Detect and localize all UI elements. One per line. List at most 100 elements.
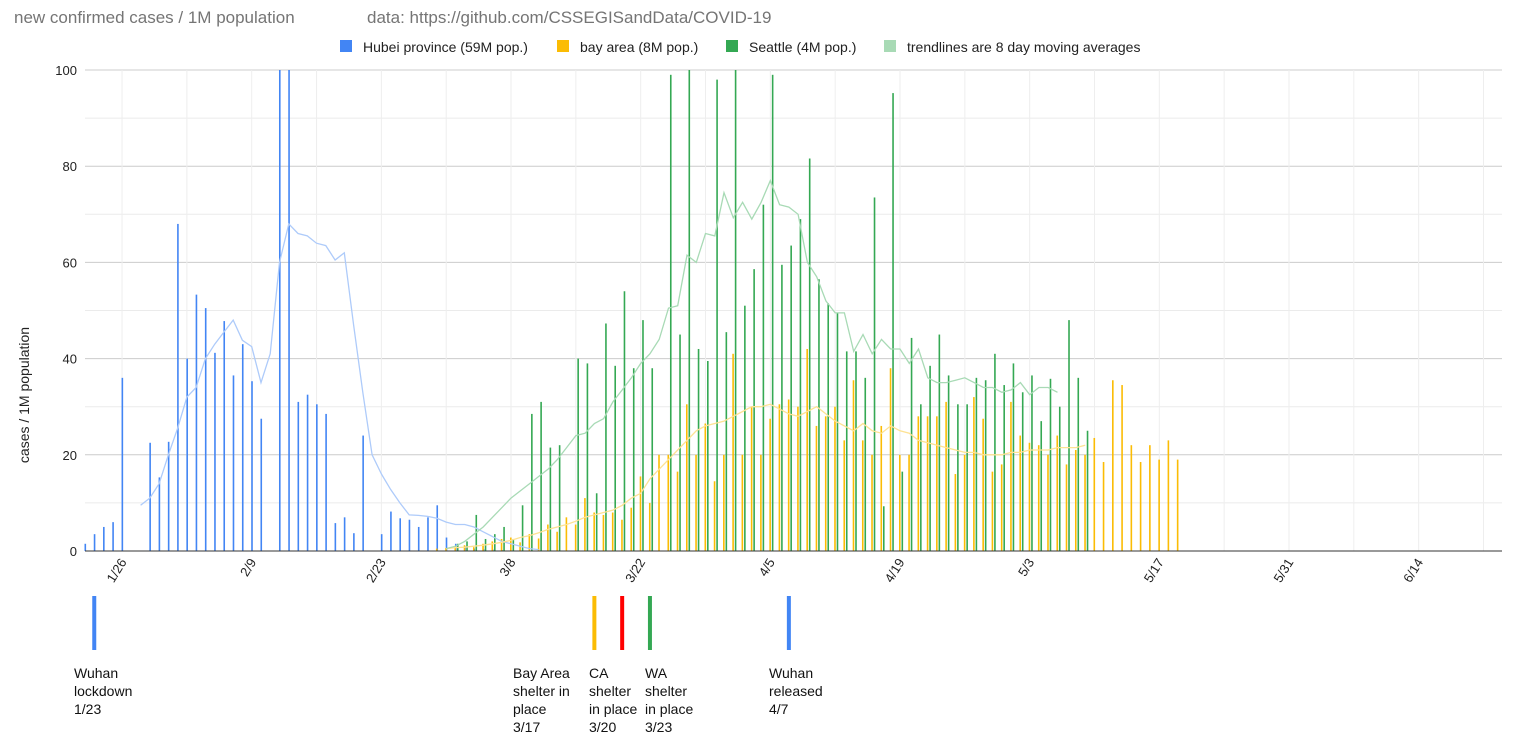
bar-series-1: [973, 397, 975, 551]
bar-series-2: [827, 303, 830, 551]
bar-series-0: [158, 477, 161, 551]
bar-series-0: [84, 543, 87, 551]
bar-series-1: [658, 454, 660, 551]
legend-label-trendline: trendlines are 8 day moving averages: [907, 39, 1140, 55]
bar-series-2: [725, 332, 728, 551]
bar-series-2: [558, 445, 561, 551]
x-tick-label: 6/14: [1400, 556, 1426, 585]
bar-series-1: [852, 380, 855, 551]
annotation-label: CA: [589, 665, 609, 681]
legend-swatch-bay-area: [557, 40, 569, 52]
annotation-label: place: [513, 701, 547, 717]
x-tick-label: 2/23: [363, 556, 389, 585]
bar-series-2: [864, 377, 867, 551]
bar-series-0: [325, 413, 327, 551]
bar-series-0: [306, 394, 309, 551]
bar-series-2: [929, 365, 931, 551]
bar-series-1: [741, 454, 744, 551]
bar-series-1: [630, 507, 633, 551]
bar-series-2: [1049, 378, 1052, 551]
bar-series-1: [926, 416, 929, 551]
bar-series-0: [380, 534, 383, 551]
bar-series-1: [1065, 464, 1068, 551]
trendline-1: [446, 403, 1086, 550]
bar-series-1: [1047, 454, 1049, 551]
y-tick-label: 20: [63, 448, 77, 463]
bar-series-1: [1112, 380, 1114, 551]
bar-series-2: [975, 377, 978, 551]
bars: [84, 70, 1179, 552]
bar-series-1: [1102, 462, 1105, 551]
bar-series-1: [565, 517, 568, 551]
x-tick-label: 1/26: [103, 556, 129, 585]
bar-series-1: [1130, 445, 1133, 551]
bar-series-2: [762, 204, 765, 551]
bar-series-1: [695, 454, 697, 551]
x-tick-label: 2/9: [237, 556, 259, 579]
bar-series-2: [901, 471, 904, 551]
legend-swatch-trendline: [884, 40, 896, 52]
legend-label-seattle: Seattle (4M pop.): [749, 39, 856, 55]
x-tick-label: 5/17: [1141, 556, 1167, 585]
bar-series-1: [463, 545, 466, 551]
bar-series-1: [1028, 442, 1031, 551]
x-axis-ticks: 1/26 2/9 2/23 3/8 3/22 4/5 4/19 5/3 5/17 5/31 6/14: [103, 556, 1426, 585]
bar-series-0: [232, 375, 235, 551]
bar-series-2: [503, 526, 505, 551]
bar-series-2: [540, 401, 542, 551]
bar-series-0: [195, 294, 198, 551]
bar-series-2: [577, 358, 579, 551]
bar-series-0: [417, 526, 420, 551]
bar-series-1: [593, 512, 595, 551]
bar-series-1: [787, 399, 790, 551]
bar-series-2: [521, 505, 524, 551]
bar-series-2: [753, 269, 755, 551]
bar-series-2: [910, 337, 913, 551]
bar-series-2: [790, 245, 792, 551]
bar-series-0: [278, 70, 281, 551]
event-annotations: Wuhan lockdown 1/23 Bay Area shelter in place…: [74, 596, 823, 735]
bar-series-1: [676, 471, 679, 551]
bar-series-2: [984, 380, 987, 551]
bar-series-0: [223, 321, 226, 551]
annotation-label: lockdown: [74, 683, 132, 699]
bar-series-1: [936, 416, 938, 551]
bar-series-0: [112, 522, 114, 551]
bar-series-2: [1012, 363, 1015, 551]
bar-series-2: [799, 219, 802, 552]
bar-series-1: [1019, 435, 1022, 551]
bar-series-1: [639, 476, 642, 551]
annotation-label: Wuhan: [74, 665, 118, 681]
bar-series-1: [1074, 449, 1077, 551]
bar-series-0: [260, 418, 263, 551]
bar-series-2: [818, 279, 820, 551]
annotation-label: 3/23: [645, 719, 672, 735]
bar-series-1: [963, 454, 966, 551]
bar-series-1: [454, 546, 457, 551]
bar-series-1: [1093, 437, 1096, 551]
bar-series-2: [836, 312, 839, 551]
bar-series-2: [873, 197, 876, 551]
bar-series-1: [1176, 459, 1179, 551]
bar-series-2: [614, 365, 617, 551]
bar-series-0: [214, 352, 216, 551]
bar-series-1: [648, 502, 651, 551]
annotation-label: in place: [645, 701, 693, 717]
bar-series-2: [920, 404, 922, 551]
annotation-label: 4/7: [769, 701, 789, 717]
bar-series-0: [390, 511, 392, 551]
bar-series-2: [679, 334, 681, 551]
bar-series-0: [436, 505, 439, 551]
y-tick-label: 60: [63, 255, 77, 270]
bar-series-2: [892, 93, 894, 551]
bar-series-2: [494, 534, 496, 551]
bar-series-2: [1068, 320, 1070, 551]
bar-series-1: [871, 454, 873, 551]
bar-series-1: [889, 368, 892, 551]
bar-series-2: [651, 368, 654, 551]
bar-series-1: [982, 418, 984, 551]
bar-series-1: [574, 524, 577, 551]
bar-series-2: [882, 506, 885, 551]
chart-subtitle: data: https://github.com/CSSEGISandData/…: [367, 8, 771, 27]
legend-swatch-seattle: [726, 40, 738, 52]
